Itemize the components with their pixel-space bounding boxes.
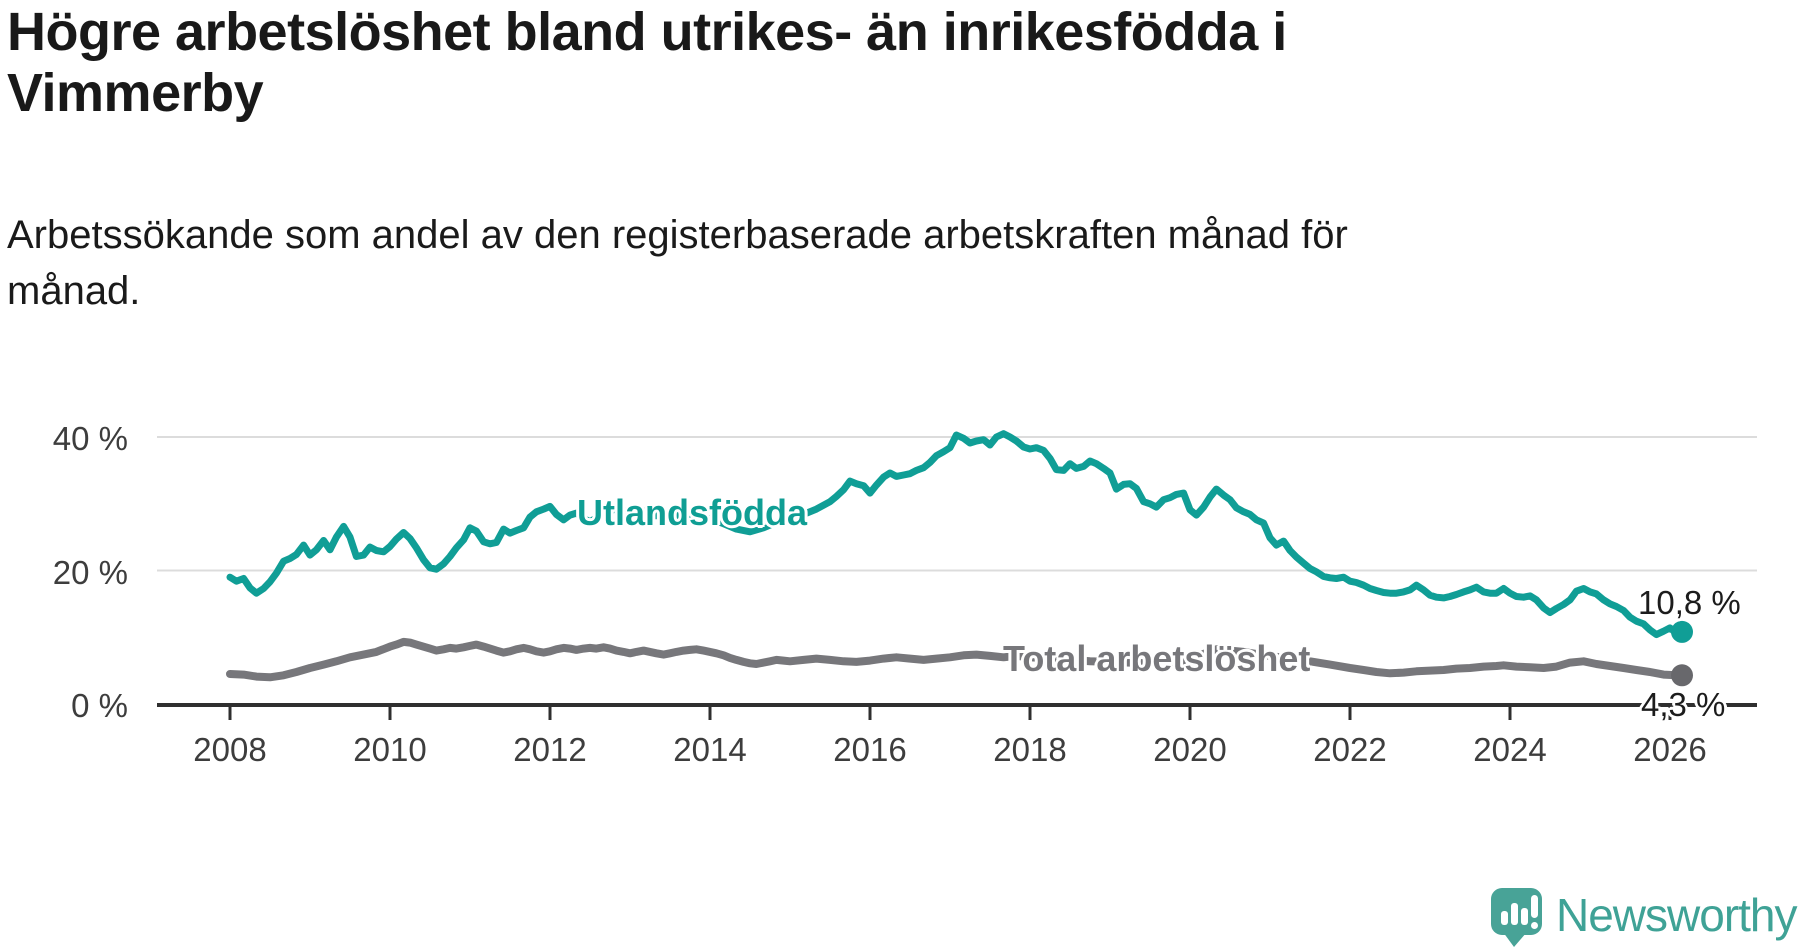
x-tick-label: 2016 bbox=[833, 731, 907, 768]
x-tick-label: 2012 bbox=[513, 731, 587, 768]
series-end-dot-total bbox=[1671, 664, 1693, 687]
y-tick-label: 0 % bbox=[71, 687, 128, 724]
series-label-total-arbetsloshet: Total arbetslöshet bbox=[1003, 638, 1311, 679]
x-tick-label: 2020 bbox=[1153, 731, 1227, 768]
newsworthy-logo-icon bbox=[1491, 888, 1542, 947]
x-tick-label: 2014 bbox=[673, 731, 747, 768]
series-line-utlandsfodda bbox=[226, 430, 1686, 639]
page-subtitle: Arbetssökande som andel av den registerb… bbox=[7, 213, 1348, 313]
newsworthy-logo-text: Newsworthy bbox=[1556, 889, 1798, 941]
x-tick-label: 2018 bbox=[993, 731, 1067, 768]
y-tick-label: 20 % bbox=[52, 553, 128, 591]
x-tick-label: 2022 bbox=[1313, 731, 1387, 768]
x-tick-label: 2010 bbox=[353, 731, 427, 768]
series-label-utlandsfodda: Utlandsfödda bbox=[577, 492, 807, 533]
series-end-dot-utlandsfodda bbox=[1671, 620, 1693, 643]
x-tick-label: 2024 bbox=[1473, 731, 1547, 768]
y-tick-label: 40 % bbox=[52, 420, 128, 457]
page-title: Högre arbetslöshet bland utrikes- än inr… bbox=[7, 2, 1287, 123]
x-tick-label: 2008 bbox=[193, 731, 267, 768]
end-value-label-utlandsfodda: 10,8 % bbox=[1638, 584, 1741, 621]
series-line-total bbox=[226, 637, 1686, 682]
x-tick-label: 2026 bbox=[1633, 731, 1707, 768]
end-value-label-total: 4,3 % bbox=[1641, 686, 1726, 723]
